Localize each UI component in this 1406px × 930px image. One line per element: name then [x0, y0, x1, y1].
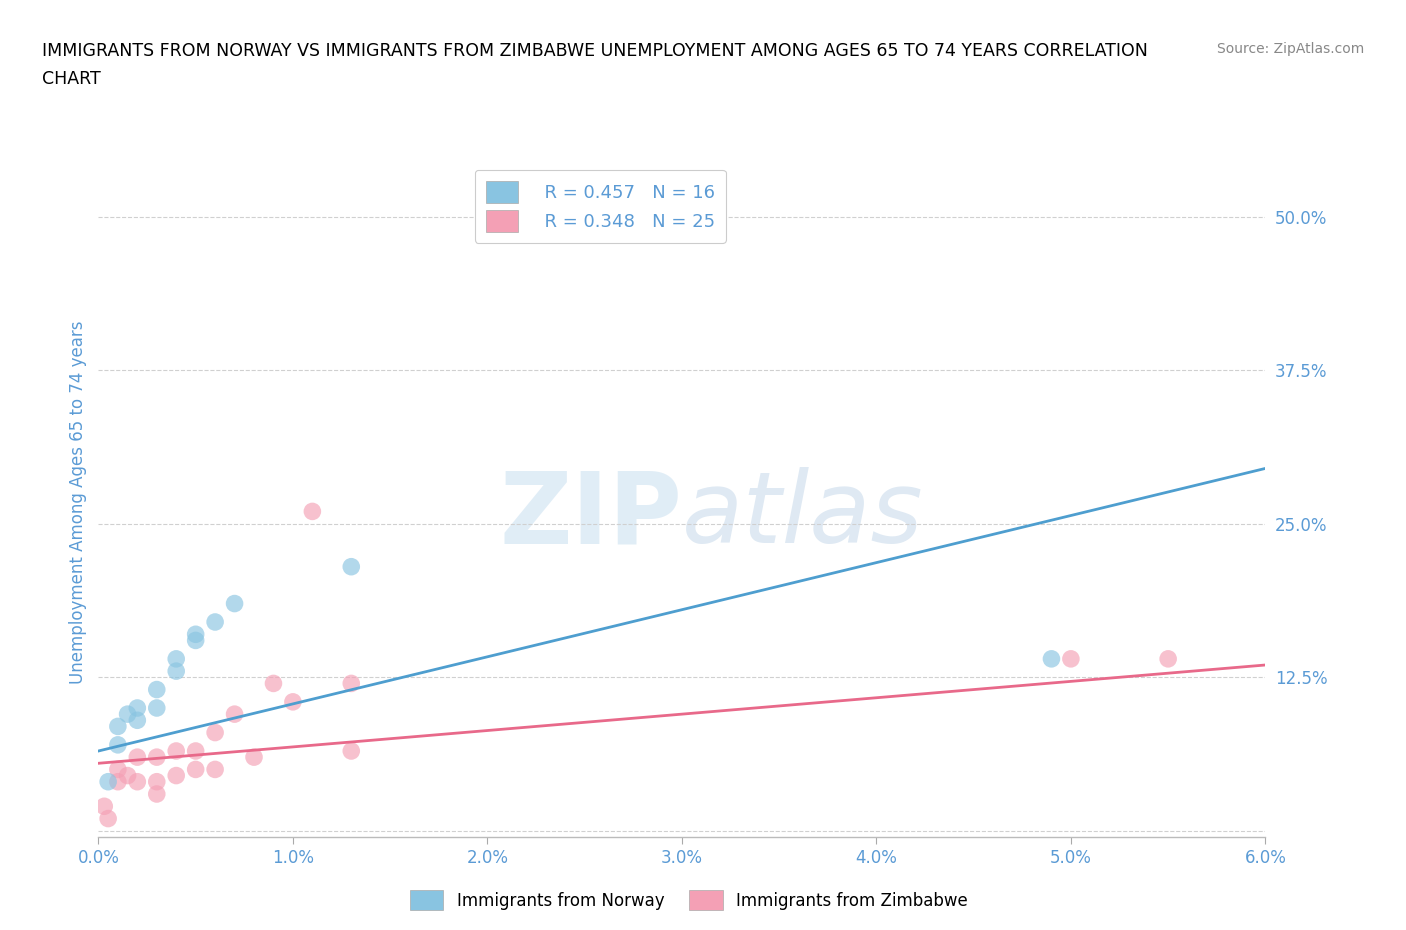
Point — [301, 504, 323, 519]
Point — [262, 676, 284, 691]
Point — [184, 633, 207, 648]
Point — [127, 775, 149, 790]
Legend:   R = 0.457   N = 16,   R = 0.348   N = 25: R = 0.457 N = 16, R = 0.348 N = 25 — [475, 170, 725, 243]
Point — [340, 559, 363, 574]
Point — [165, 651, 187, 666]
Point — [127, 712, 149, 727]
Point — [204, 762, 226, 777]
Text: Source: ZipAtlas.com: Source: ZipAtlas.com — [1216, 42, 1364, 56]
Text: ZIP: ZIP — [499, 467, 682, 565]
Point — [1040, 651, 1063, 666]
Point — [127, 750, 149, 764]
Point — [281, 695, 304, 710]
Point — [107, 775, 129, 790]
Point — [165, 768, 187, 783]
Point — [97, 775, 120, 790]
Point — [224, 596, 246, 611]
Point — [117, 707, 139, 722]
Point — [107, 719, 129, 734]
Point — [184, 627, 207, 642]
Point — [340, 744, 363, 759]
Point — [243, 750, 266, 764]
Point — [117, 768, 139, 783]
Point — [146, 787, 169, 802]
Point — [204, 615, 226, 630]
Point — [146, 682, 169, 697]
Point — [340, 676, 363, 691]
Point — [165, 664, 187, 679]
Point — [204, 725, 226, 740]
Point — [93, 799, 115, 814]
Point — [1060, 651, 1083, 666]
Point — [107, 737, 129, 752]
Point — [127, 700, 149, 715]
Point — [146, 775, 169, 790]
Text: atlas: atlas — [682, 467, 924, 565]
Point — [184, 744, 207, 759]
Point — [146, 750, 169, 764]
Legend: Immigrants from Norway, Immigrants from Zimbabwe: Immigrants from Norway, Immigrants from … — [404, 884, 974, 917]
Text: IMMIGRANTS FROM NORWAY VS IMMIGRANTS FROM ZIMBABWE UNEMPLOYMENT AMONG AGES 65 TO: IMMIGRANTS FROM NORWAY VS IMMIGRANTS FRO… — [42, 42, 1149, 60]
Y-axis label: Unemployment Among Ages 65 to 74 years: Unemployment Among Ages 65 to 74 years — [69, 321, 87, 684]
Point — [165, 744, 187, 759]
Point — [224, 707, 246, 722]
Point — [1157, 651, 1180, 666]
Point — [146, 700, 169, 715]
Text: CHART: CHART — [42, 70, 101, 87]
Point — [107, 762, 129, 777]
Point — [97, 811, 120, 826]
Point — [184, 762, 207, 777]
